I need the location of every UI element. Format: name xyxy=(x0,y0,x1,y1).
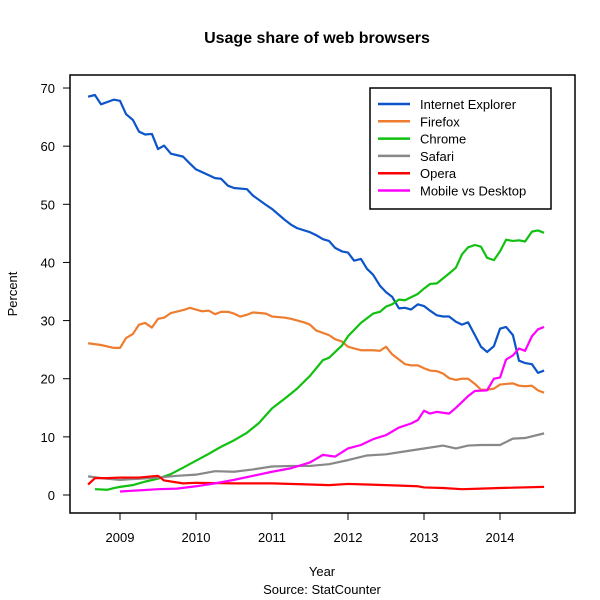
legend-label-chrome: Chrome xyxy=(420,132,466,147)
series-line-safari xyxy=(87,432,545,481)
y-tick-label: 0 xyxy=(48,488,55,503)
x-tick-label: 2011 xyxy=(258,530,286,545)
legend-label-firefox: Firefox xyxy=(420,114,460,129)
chart-title: Usage share of web browsers xyxy=(204,30,430,47)
legend-label-opera: Opera xyxy=(420,166,457,181)
series-line-firefox xyxy=(87,306,545,394)
series-line-chrome xyxy=(94,229,545,491)
series-line-opera xyxy=(87,474,545,491)
series-lines xyxy=(87,93,545,493)
series-line-mobile-vs-desktop xyxy=(119,325,545,493)
x-tick-label: 2012 xyxy=(334,530,363,545)
legend-box xyxy=(369,87,552,210)
y-tick-label: 70 xyxy=(41,81,55,96)
y-tick-label: 60 xyxy=(41,139,55,154)
y-axis-label: Percent xyxy=(5,271,20,316)
legend: Internet Explorer Firefox Chrome Safari Oper… xyxy=(369,87,552,210)
plot-frame xyxy=(69,74,576,514)
y-axis: 0 10 20 30 40 50 60 70 xyxy=(41,81,70,503)
x-tick-label: 2014 xyxy=(486,530,515,545)
caption: Source: StatCounter xyxy=(263,582,381,597)
y-tick-label: 50 xyxy=(41,197,55,212)
y-tick-label: 10 xyxy=(41,430,55,445)
series-line-internet-explorer xyxy=(87,93,545,375)
x-tick-label: 2010 xyxy=(182,530,211,545)
y-tick-label: 20 xyxy=(41,372,55,387)
legend-label-mobile-vs-desktop: Mobile vs Desktop xyxy=(420,184,526,199)
legend-label-internet-explorer: Internet Explorer xyxy=(420,97,517,112)
legend-label-safari: Safari xyxy=(420,149,454,164)
y-tick-label: 30 xyxy=(41,314,55,329)
x-tick-label: 2009 xyxy=(106,530,135,545)
y-tick-label: 40 xyxy=(41,255,55,270)
x-tick-label: 2013 xyxy=(410,530,439,545)
x-axis: 2009 2010 2011 2012 2013 2014 xyxy=(106,513,515,545)
x-axis-label: Year xyxy=(309,564,336,579)
